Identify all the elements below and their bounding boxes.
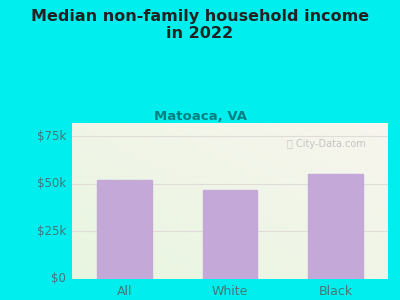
Text: ⓘ City-Data.com: ⓘ City-Data.com — [287, 139, 366, 148]
Text: $75k: $75k — [37, 130, 66, 143]
Bar — [97, 180, 152, 279]
Text: $50k: $50k — [37, 177, 66, 190]
Text: Median non-family household income
in 2022: Median non-family household income in 20… — [31, 9, 369, 41]
Bar — [203, 190, 257, 279]
Text: $0: $0 — [51, 272, 66, 286]
Text: $25k: $25k — [37, 225, 66, 238]
Text: Matoaca, VA: Matoaca, VA — [154, 110, 246, 122]
Bar — [308, 174, 363, 279]
